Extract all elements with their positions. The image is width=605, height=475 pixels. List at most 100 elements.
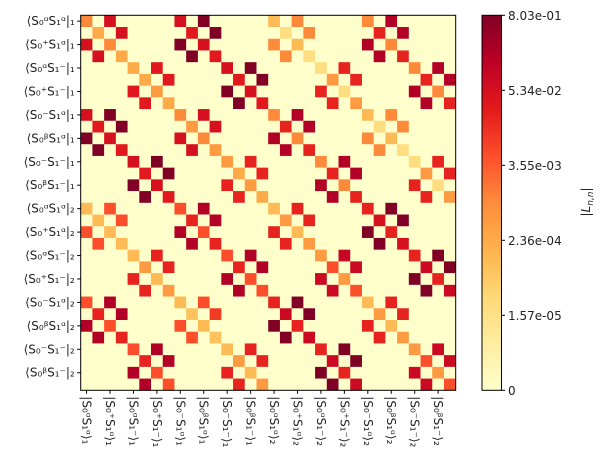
heatmap-cell <box>408 308 421 321</box>
heatmap-cell <box>221 50 234 63</box>
heatmap-cell <box>338 97 351 110</box>
y-tick-label: ⟨S₀⁻S₁⁻|₂ <box>24 342 75 356</box>
heatmap-cell <box>361 331 374 344</box>
heatmap-cell <box>373 109 386 122</box>
x-tick-label: |S₀⁺S₁⁻⟩₂ <box>337 396 351 447</box>
heatmap-cell <box>432 27 445 40</box>
heatmap-cell <box>80 73 93 86</box>
heatmap-cell <box>92 109 105 122</box>
heatmap-cell <box>291 273 304 286</box>
heatmap-cell <box>197 273 210 286</box>
heatmap-cell <box>104 191 117 204</box>
heatmap-cell <box>361 155 374 168</box>
heatmap-cell <box>291 50 304 63</box>
heatmap-cell <box>209 167 222 180</box>
heatmap-cell <box>127 226 140 239</box>
heatmap-cell <box>420 38 433 51</box>
heatmap-cell <box>115 27 128 40</box>
heatmap-cell <box>385 343 398 356</box>
heatmap-cell <box>186 85 199 98</box>
heatmap-cell <box>80 144 93 157</box>
heatmap-cell <box>151 237 164 250</box>
heatmap-cell <box>443 120 456 133</box>
heatmap-cell <box>197 50 210 63</box>
heatmap-cell <box>326 27 339 40</box>
heatmap-cell <box>373 167 386 180</box>
heatmap-cell <box>385 167 398 180</box>
heatmap-cell <box>139 144 152 157</box>
heatmap-cell <box>385 237 398 250</box>
heatmap-cell <box>373 179 386 192</box>
heatmap-cell <box>350 85 363 98</box>
heatmap-cell <box>432 167 445 180</box>
heatmap-cell <box>291 296 304 309</box>
heatmap-cell <box>139 179 152 192</box>
heatmap-cell <box>326 366 339 379</box>
heatmap-cell <box>326 284 339 297</box>
y-tick-label: ⟨S₀ᵝS₁⁻|₁ <box>25 178 75 192</box>
heatmap-cell <box>338 273 351 286</box>
heatmap-cell <box>209 366 222 379</box>
heatmap-cell <box>303 120 316 133</box>
heatmap-cell <box>127 97 140 110</box>
heatmap-cell <box>268 226 281 239</box>
heatmap-cell <box>315 273 328 286</box>
heatmap-cell <box>162 237 175 250</box>
colorbar-tick-label: 2.36e-04 <box>508 234 562 248</box>
heatmap-cell <box>326 249 339 262</box>
heatmap-cell <box>408 38 421 51</box>
heatmap-cell <box>408 202 421 215</box>
heatmap-cell <box>221 378 234 391</box>
heatmap-cell <box>244 308 257 321</box>
heatmap-cell <box>256 109 269 122</box>
heatmap-cell <box>127 38 140 51</box>
heatmap-cell <box>279 109 292 122</box>
heatmap-cell <box>186 155 199 168</box>
heatmap-cell <box>268 249 281 262</box>
heatmap-cell <box>256 38 269 51</box>
heatmap-cell <box>174 120 187 133</box>
heatmap-cell <box>303 249 316 262</box>
heatmap-cell <box>162 249 175 262</box>
heatmap-cell <box>443 226 456 239</box>
heatmap-cell <box>397 109 410 122</box>
heatmap-cell <box>291 144 304 157</box>
heatmap-cell <box>326 191 339 204</box>
heatmap-cell <box>291 237 304 250</box>
heatmap-cell <box>397 237 410 250</box>
heatmap-cell <box>92 191 105 204</box>
heatmap-cell <box>115 331 128 344</box>
heatmap-cell <box>385 38 398 51</box>
heatmap-cell <box>361 296 374 309</box>
heatmap-cell <box>408 226 421 239</box>
heatmap-cell <box>139 38 152 51</box>
heatmap-cell <box>233 284 246 297</box>
heatmap-cell <box>233 62 246 75</box>
heatmap-cell <box>151 109 164 122</box>
heatmap-cell <box>174 226 187 239</box>
heatmap-cell <box>279 27 292 40</box>
heatmap-cell <box>256 296 269 309</box>
heatmap-cell <box>420 50 433 63</box>
heatmap-cell <box>385 284 398 297</box>
heatmap-cell <box>385 62 398 75</box>
heatmap-cell <box>256 120 269 133</box>
heatmap-cell <box>80 38 93 51</box>
heatmap-cell <box>92 120 105 133</box>
heatmap-cell <box>268 73 281 86</box>
heatmap-cell <box>92 226 105 239</box>
heatmap-cell <box>338 355 351 368</box>
heatmap-cell <box>315 366 328 379</box>
heatmap-cell <box>338 50 351 63</box>
heatmap-cell <box>397 343 410 356</box>
heatmap-cell <box>221 27 234 40</box>
heatmap-cell <box>151 85 164 98</box>
heatmap-cell <box>256 273 269 286</box>
heatmap-cell <box>233 85 246 98</box>
heatmap-cell <box>279 355 292 368</box>
heatmap-cell <box>315 38 328 51</box>
heatmap-cell <box>244 132 257 145</box>
heatmap-cell <box>338 378 351 391</box>
y-tick-label: ⟨S₀ᵅS₁⁻|₂ <box>25 249 75 263</box>
heatmap-cell <box>256 249 269 262</box>
